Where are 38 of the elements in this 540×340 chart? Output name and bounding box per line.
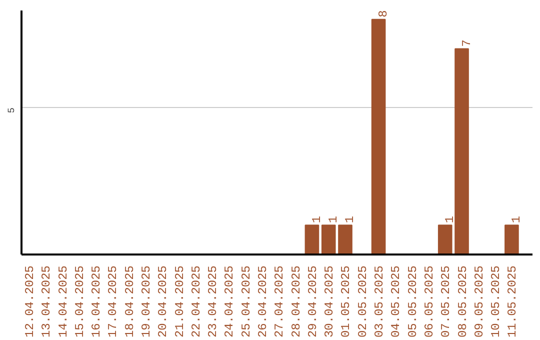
x-tick-label: 10.05.2025 <box>489 265 504 338</box>
data-label: 1 <box>510 216 524 224</box>
x-tick-label: 13.04.2025 <box>40 265 54 338</box>
x-tick-label: 07.05.2025 <box>439 265 454 338</box>
x-tick-label: 21.04.2025 <box>172 265 187 338</box>
x-tick-label: 01.05.2025 <box>339 265 354 338</box>
data-label: 8 <box>376 10 391 18</box>
x-tick-label: 05.05.2025 <box>406 265 420 338</box>
x-tick-label: 24.04.2025 <box>222 265 237 338</box>
x-tick-label: 04.05.2025 <box>389 265 404 338</box>
data-label: 1 <box>310 216 324 224</box>
x-tick-label: 25.04.2025 <box>239 265 254 338</box>
x-tick-label: 11.05.2025 <box>506 265 520 338</box>
x-tick-label: 23.04.2025 <box>206 265 220 338</box>
x-tick-label: 12.04.2025 <box>22 265 37 338</box>
x-tick-label: 20.04.2025 <box>156 265 170 338</box>
x-tick-label: 06.05.2025 <box>422 265 436 338</box>
x-tick-label: 27.04.2025 <box>272 265 287 338</box>
x-tick-label: 28.04.2025 <box>289 265 304 338</box>
x-tick-label: 18.04.2025 <box>122 265 137 338</box>
x-tick-label: 09.05.2025 <box>472 265 486 338</box>
data-label: 1 <box>443 216 458 224</box>
x-tick-label: 17.04.2025 <box>106 265 120 338</box>
x-tick-label: 26.04.2025 <box>256 265 270 338</box>
x-tick-label: 15.04.2025 <box>72 265 87 338</box>
x-tick-label: 03.05.2025 <box>372 265 387 338</box>
x-tick-label: 22.04.2025 <box>189 265 204 338</box>
ref-line-label: 5 <box>6 108 17 114</box>
x-tick-label: 14.04.2025 <box>56 265 70 338</box>
x-tick-label: 30.04.2025 <box>322 265 337 338</box>
x-tick-label: 08.05.2025 <box>456 265 470 338</box>
data-label: 1 <box>326 216 341 224</box>
x-tick-label: 02.05.2025 <box>356 265 370 338</box>
x-tick-label: 19.04.2025 <box>140 265 154 338</box>
x-tick-label: 16.04.2025 <box>90 265 104 338</box>
data-label: 7 <box>460 40 474 47</box>
data-label: 1 <box>343 216 358 224</box>
x-tick-label: 29.04.2025 <box>306 265 320 338</box>
